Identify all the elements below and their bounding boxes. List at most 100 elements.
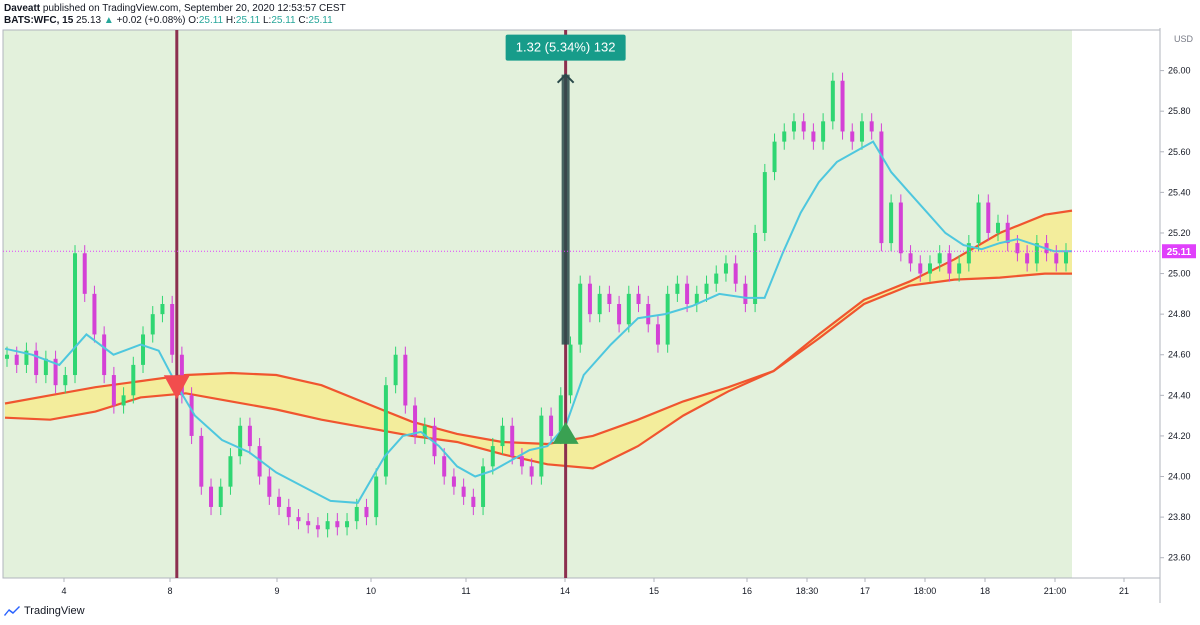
candle	[170, 304, 175, 355]
x-tick-label: 8	[167, 586, 172, 596]
footer: TradingView	[4, 605, 85, 617]
candle	[791, 121, 796, 132]
candle	[63, 375, 68, 386]
candle	[393, 354, 398, 386]
close-label: C:	[298, 15, 309, 26]
candle	[111, 375, 116, 406]
candle	[743, 283, 748, 304]
candle	[403, 354, 408, 406]
price-change: +0.02 (+0.08%)	[116, 15, 186, 26]
candle	[257, 446, 262, 477]
candle	[966, 243, 971, 264]
candle	[840, 80, 845, 132]
candle	[665, 293, 670, 345]
candle	[315, 525, 320, 530]
candle	[617, 304, 622, 325]
candle	[976, 202, 981, 244]
candle	[811, 131, 816, 142]
candle	[995, 222, 1000, 233]
price-chart[interactable]: 1.32 (5.34%) 132 25.11 USD 26.00 25.80 25.60 2…	[0, 28, 1200, 603]
band-lower-line	[4, 272, 1072, 470]
candle	[179, 354, 184, 396]
y-tick-label: 23.80	[1168, 512, 1191, 522]
x-tick-label: 14	[560, 586, 570, 596]
candle	[82, 253, 87, 294]
candle	[422, 425, 427, 436]
high-label: H:	[225, 15, 236, 26]
current-price-label: 25.11	[1167, 247, 1192, 258]
candle	[471, 496, 476, 507]
candle	[753, 232, 758, 304]
buy-marker-icon	[552, 421, 579, 444]
candle	[141, 334, 146, 365]
candle	[335, 521, 340, 528]
close-value: 25.11	[308, 15, 333, 26]
y-tick-label: 24.40	[1168, 390, 1191, 400]
band-upper-line	[4, 209, 1073, 446]
candle	[374, 476, 379, 518]
candle	[461, 486, 466, 497]
currency-label: USD	[1174, 34, 1194, 44]
published-text: published on TradingView.com, September …	[42, 3, 346, 14]
y-tick-label: 26.00	[1168, 66, 1191, 76]
candle	[442, 456, 447, 477]
change-arrow-icon: ▲	[103, 15, 114, 26]
candle	[957, 263, 962, 274]
candle	[53, 358, 58, 386]
candle	[189, 395, 194, 436]
x-tick-label: 18:00	[914, 586, 937, 596]
low-value: 25.11	[271, 15, 296, 26]
x-tick-label: 10	[366, 586, 376, 596]
candle	[918, 263, 923, 274]
low-label: L:	[262, 15, 272, 26]
x-tick-label: 9	[274, 586, 279, 596]
y-tick-label: 25.40	[1168, 187, 1191, 197]
candle	[481, 466, 486, 507]
candle	[646, 304, 651, 325]
high-value: 25.11	[235, 15, 261, 26]
ohlc-header: BATS:WFC, 15 25.13 ▲ +0.02 (+0.08%) O:25…	[4, 15, 333, 26]
candle	[655, 324, 660, 345]
candle	[1005, 222, 1010, 244]
candle	[889, 202, 894, 244]
x-tick-label: 16	[742, 586, 752, 596]
candle	[102, 334, 107, 376]
candle	[908, 253, 913, 264]
candle	[850, 131, 855, 142]
candle	[927, 263, 932, 274]
candle	[286, 506, 291, 518]
candle	[898, 202, 903, 254]
candle	[218, 486, 223, 507]
candle	[121, 395, 126, 406]
x-tick-label: 4	[61, 586, 66, 596]
candle	[5, 354, 9, 359]
candle	[568, 344, 573, 396]
candle	[772, 141, 777, 173]
candle	[1054, 253, 1059, 264]
y-tick-label: 25.00	[1168, 269, 1191, 279]
open-label: O:	[188, 15, 199, 26]
candle	[364, 506, 369, 518]
candle	[539, 415, 544, 477]
measure-arrow-icon	[556, 73, 575, 84]
candle	[199, 435, 204, 487]
candle	[675, 283, 680, 294]
candle	[529, 466, 534, 477]
candle	[306, 521, 311, 526]
publisher-name[interactable]: Daveatt	[4, 3, 41, 14]
candle	[150, 314, 155, 335]
candle	[296, 517, 301, 522]
candle	[325, 521, 330, 530]
candle	[549, 415, 554, 436]
candle	[821, 121, 826, 142]
symbol-label: BATS:WFC, 15	[4, 15, 74, 26]
candle	[1064, 251, 1068, 264]
y-tick-label: 25.60	[1168, 147, 1191, 157]
tradingview-logo-icon	[4, 606, 20, 616]
tradingview-brand[interactable]: TradingView	[24, 605, 85, 617]
measure-label: 1.32 (5.34%) 132	[516, 40, 616, 55]
candle	[1015, 243, 1020, 254]
candle	[685, 283, 690, 304]
candle	[209, 486, 214, 507]
sell-marker-icon	[163, 375, 190, 400]
